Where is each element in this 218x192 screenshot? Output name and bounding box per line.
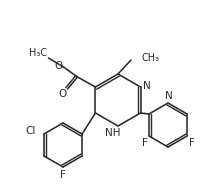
Text: O: O [58,89,67,99]
Text: N: N [143,81,150,91]
Text: F: F [189,138,195,148]
Text: F: F [142,138,148,148]
Text: O: O [54,61,63,71]
Text: F: F [60,170,66,180]
Text: NH: NH [105,128,121,138]
Text: CH₃: CH₃ [141,53,159,63]
Text: H₃C: H₃C [29,48,48,58]
Text: N: N [165,91,173,101]
Text: Cl: Cl [26,126,36,136]
